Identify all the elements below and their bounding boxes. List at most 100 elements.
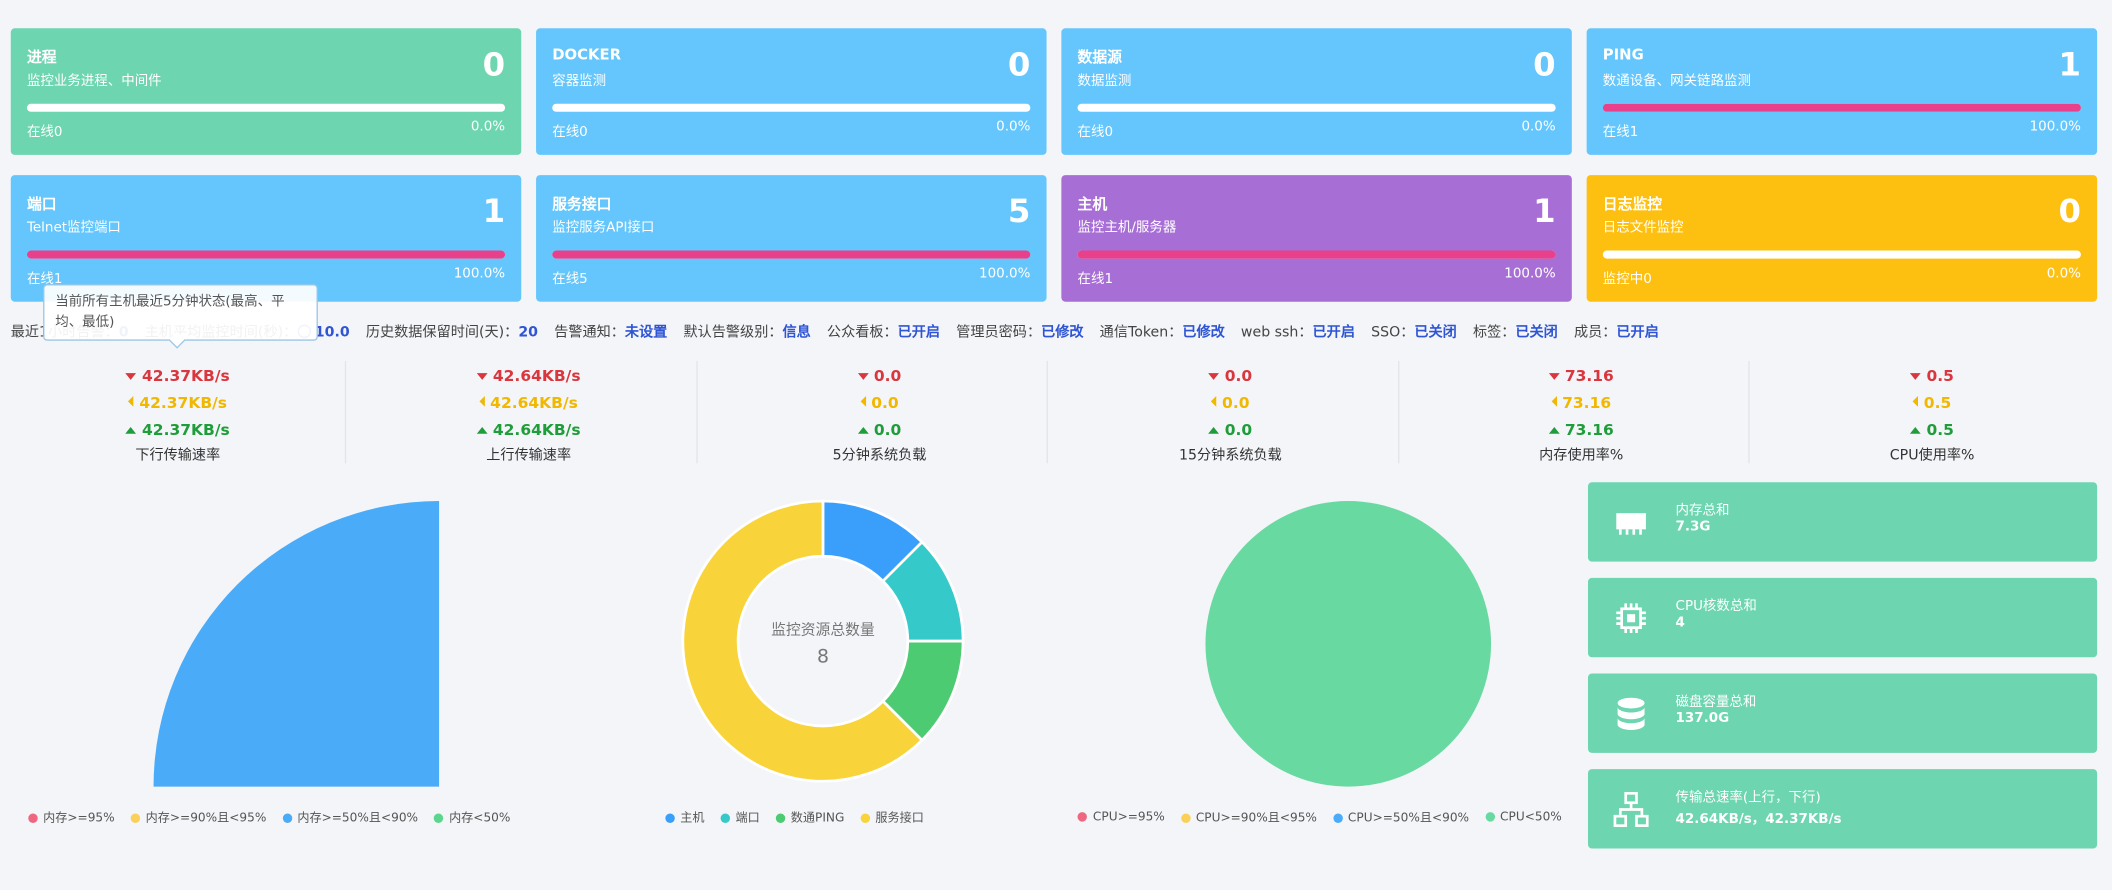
metric-avg: 73.16 [1414,393,1748,412]
legend-item[interactable]: 服务接口 [860,808,924,826]
card-title: PING [1602,45,1644,64]
metric-value: 42.37KB/s [142,420,230,440]
card-count: 0 [482,45,506,84]
card-percent: 100.0% [2029,119,2081,135]
card-count: 0 [2058,192,2081,231]
card-title: 进程 [26,48,57,66]
progress-track [1077,103,1556,112]
card-percent: 100.0% [453,266,506,282]
monitor-card[interactable]: DOCKER 容器监测 0 在线0 0.0% [536,28,1047,155]
metric-max: 0.5 [1765,366,2099,385]
legend: CPU>=95% CPU>=90%且<95% CPU>=50%且<90% CPU<50… [1078,808,1563,826]
summary-title: 磁盘容量总和 [1675,695,1757,710]
progress-fill [1602,103,2081,112]
metric-value: 0.0 [873,366,902,386]
monitor-card[interactable]: 进程 监控业务进程、中间件 0 在线0 0.0% [10,28,522,155]
legend-label: CPU>=90%且<95% [1195,812,1317,826]
summary-value: 137.0G [1675,711,1730,726]
metric-value: 42.37KB/s [142,366,230,386]
monitor-card[interactable]: 服务接口 监控服务API接口 5 在线5 100.0% [536,175,1047,302]
card-online: 在线1 [1602,125,1639,141]
trend-arrow [860,395,866,407]
status-value: 已开启 [897,324,941,341]
legend-item[interactable]: 主机 [665,808,705,826]
status-value: 已开启 [1616,324,1659,341]
monitor-card[interactable]: 主机 监控主机/服务器 1 在线1 100.0% [1061,175,1572,302]
metric-value: 0.5 [1926,420,1954,440]
legend-item[interactable]: CPU>=90%且<95% [1180,808,1317,826]
legend-item[interactable]: 内存>=95% [28,808,115,826]
legend-label: 内存<50% [449,812,511,826]
card-online: 在线0 [552,125,588,141]
legend-item[interactable]: CPU<50% [1485,810,1562,824]
status-item: SSO：已关闭 [1371,322,1457,342]
progress-track [26,103,506,112]
card-online: 在线1 [26,272,63,287]
summary-card: 内存总和 7.3G [1587,482,2098,562]
metric-min: 42.64KB/s [362,420,696,439]
card-subtitle: 日志文件监控 [1602,220,1684,236]
metric-label: 下行传输速率 [135,447,221,464]
legend-label: CPU>=50%且<90% [1347,812,1470,826]
metric-max: 0.0 [713,366,1047,385]
status-item: 公众看板：已开启 [827,322,940,342]
metric-column: 0.0 0.0 0.0 15分钟系统负载 [1063,360,1399,464]
metric-label: 5分钟系统负载 [832,447,927,464]
summary-title: CPU核数总和 [1675,599,1757,615]
metric-min: 0.5 [1765,420,2099,439]
metric-max: 42.37KB/s [11,366,345,385]
card-subtitle: 容器监测 [552,74,607,89]
legend-item[interactable]: 内存>=50%且<90% [282,808,418,826]
card-online: 在线0 [1077,125,1114,141]
legend-dot [434,813,444,823]
metric-value: 73.16 [1564,366,1614,386]
card-title: 数据源 [1077,48,1122,66]
trend-arrow [1913,395,1919,407]
summary-title: 传输总速率(上行，下行) [1675,790,1821,806]
trend-arrow [1910,426,1922,434]
metric-value: 42.64KB/s [490,393,578,413]
legend: 主机 端口 数通PING 服务接口 [593,808,997,826]
card-percent: 0.0% [470,119,506,135]
monitor-card[interactable]: 日志监控 日志文件监控 0 监控中0 0.0% [1586,175,2098,302]
status-value: 已修改 [1041,324,1084,341]
card-title: DOCKER [552,45,622,64]
legend-item[interactable]: CPU>=95% [1078,810,1165,824]
status-label: 管理员密码： [956,324,1042,341]
card-percent: 100.0% [979,266,1031,282]
donut-total: 8 [817,647,829,668]
card-percent: 100.0% [1504,266,1556,282]
legend-item[interactable]: 内存>=90%且<95% [130,808,267,826]
legend-item[interactable]: 端口 [720,808,760,826]
trend-arrow [857,426,869,434]
metric-value: 0.0 [1224,420,1253,440]
summary-value: 42.64KB/s，42.37KB/s [1675,812,1842,827]
monitor-card[interactable]: 端口 Telnet监控端口 1 在线1 100.0% [10,175,522,302]
status-label: SSO： [1371,324,1415,341]
progress-track [1602,250,2081,259]
legend-label: 内存>=90%且<95% [145,812,267,826]
trend-arrow [1208,426,1220,434]
trend-arrow [1548,373,1560,380]
card-percent: 0.0% [996,119,1031,135]
legend-item[interactable]: 内存<50% [434,808,510,826]
status-item: 管理员密码：已修改 [956,322,1083,342]
legend-dot [1485,811,1495,821]
card-subtitle: 监控服务API接口 [552,220,655,236]
trend-arrow [1548,426,1560,434]
metric-min: 73.16 [1414,420,1748,439]
status-label: 通信Token： [1099,324,1183,341]
legend-item[interactable]: CPU>=50%且<90% [1333,808,1469,826]
legend-item[interactable]: 数通PING [775,808,844,826]
donut-sector [681,499,924,783]
legend-dot [1078,811,1088,821]
metric-label: 15分钟系统负载 [1178,447,1282,464]
card-online: 在线0 [26,125,63,141]
card-count: 0 [1007,45,1031,84]
metric-value: 42.64KB/s [492,420,581,440]
monitor-card[interactable]: 数据源 数据监测 0 在线0 0.0% [1061,28,1572,155]
progress-fill [26,250,506,259]
monitor-card[interactable]: PING 数通设备、网关链路监测 1 在线1 100.0% [1586,28,2098,155]
summary-icon [1616,513,1646,535]
metric-label: CPU使用率% [1889,447,1975,464]
